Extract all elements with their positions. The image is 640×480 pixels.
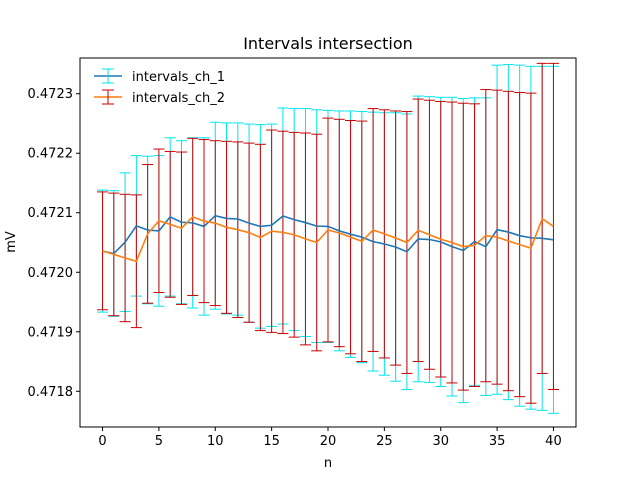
y-tick-label-0: 0.4718 (28, 385, 74, 400)
chart-title: Intervals intersection (243, 34, 413, 53)
legend: intervals_ch_1 intervals_ch_2 (94, 68, 225, 106)
y-tick-label-3: 0.4721 (28, 206, 74, 221)
plot-series (97, 62, 559, 414)
x-axis-label: n (324, 456, 332, 471)
y-axis-label: mV (4, 231, 19, 253)
x-tick-label-40: 40 (545, 434, 562, 449)
x-tick-label-20: 20 (320, 434, 337, 449)
x-tick-label-15: 15 (263, 434, 280, 449)
x-tick-label-30: 30 (432, 434, 449, 449)
y-tick-label-5: 0.4723 (28, 87, 74, 102)
x-tick-label-35: 35 (489, 434, 506, 449)
y-tick-label-2: 0.4720 (28, 266, 74, 281)
legend-item-ch2: intervals_ch_2 (94, 89, 225, 106)
y-tick-label-4: 0.4722 (28, 147, 74, 162)
series-line-2 (102, 215, 554, 263)
legend-item-ch1: intervals_ch_1 (94, 68, 225, 85)
y-tick-label-1: 0.4719 (28, 325, 74, 340)
x-tick-label-0: 0 (98, 434, 106, 449)
legend-label-ch1: intervals_ch_1 (132, 70, 225, 85)
plot-frame (79, 57, 577, 428)
x-tick-label-25: 25 (376, 434, 393, 449)
x-axis: 0 5 10 15 20 25 30 35 40 (98, 427, 562, 449)
x-tick-label-5: 5 (155, 434, 163, 449)
series-line-1 (102, 214, 554, 255)
y-axis: 0.4718 0.4719 0.4720 0.4721 0.4722 0.4723 (28, 87, 80, 400)
x-tick-label-10: 10 (207, 434, 224, 449)
legend-label-ch2: intervals_ch_2 (132, 91, 225, 106)
